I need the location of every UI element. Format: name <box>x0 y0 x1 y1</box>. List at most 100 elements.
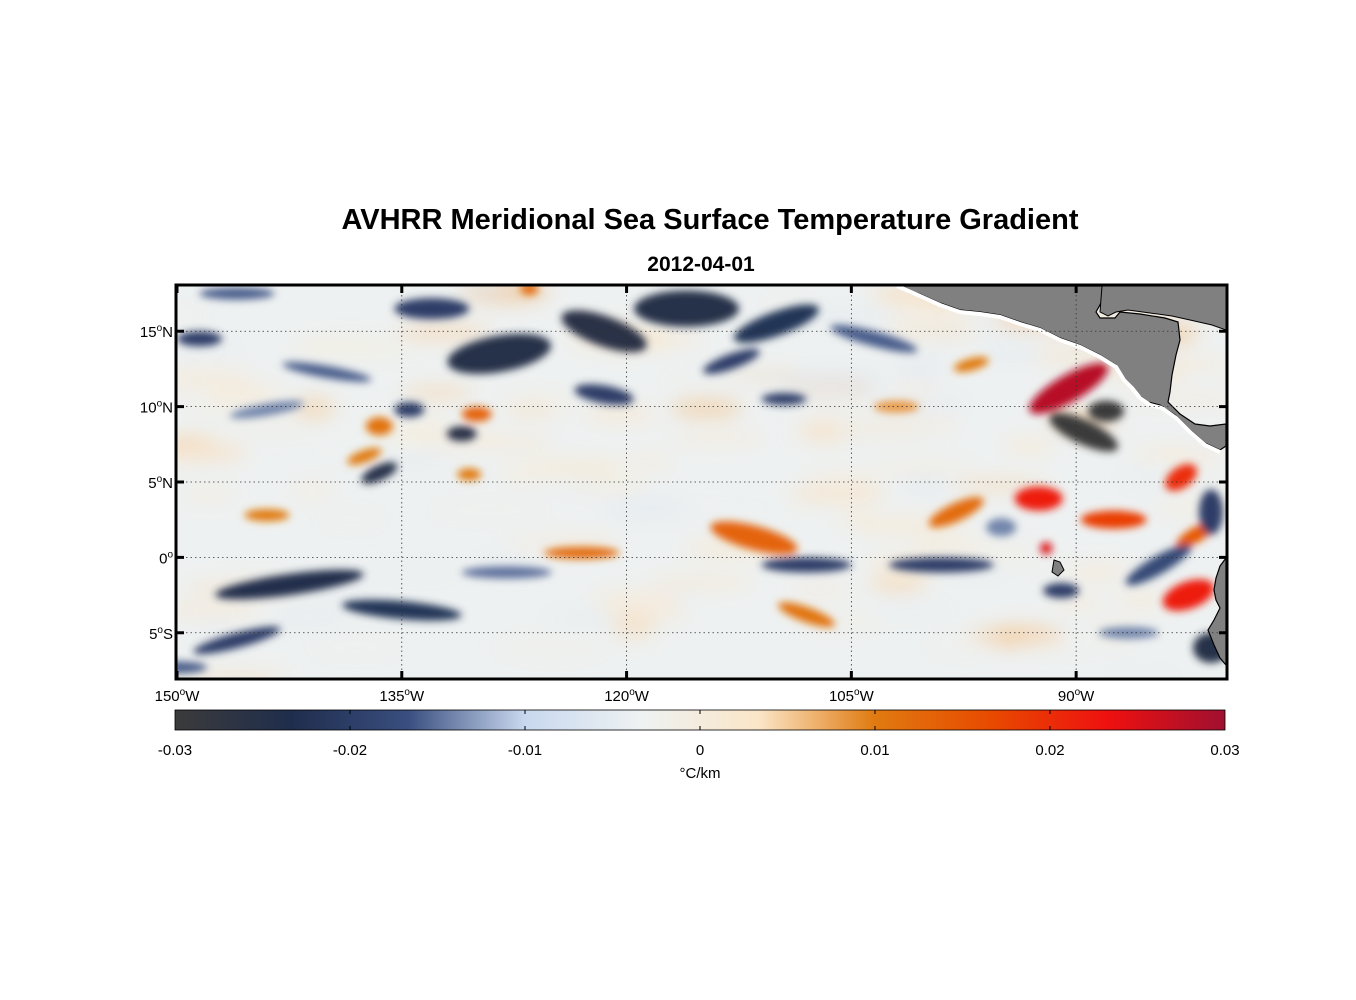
positive-gradient-patch <box>1162 579 1215 611</box>
gridlines <box>177 286 1226 678</box>
lat-tick-label: 10oN <box>140 399 173 417</box>
colorbar-tick-label: 0.03 <box>1210 742 1239 759</box>
positive-gradient-patch <box>928 497 984 528</box>
lon-tick-label: 120oW <box>604 687 650 705</box>
texture-blob <box>441 458 540 473</box>
texture-blob <box>291 481 333 500</box>
texture-blob <box>868 576 928 593</box>
colorbar-tick-label: 0.01 <box>860 742 889 759</box>
texture-blob <box>884 317 980 341</box>
texture-blob <box>670 397 743 419</box>
lon-tick-label: 90oW <box>1058 687 1095 705</box>
colorbar-tick-label: -0.03 <box>158 742 192 759</box>
texture-blob <box>269 609 348 626</box>
lon-tick-label: 105oW <box>829 687 875 705</box>
lat-tick-label: 5oS <box>149 625 173 643</box>
negative-gradient-patch <box>199 287 275 300</box>
texture-blob <box>1114 590 1166 609</box>
texture-blob <box>310 637 402 657</box>
negative-gradient-patch <box>634 290 739 327</box>
texture-blob <box>1107 672 1179 678</box>
coastal-white-halo <box>896 286 1221 454</box>
texture-blob <box>496 636 608 658</box>
texture-blob <box>1133 447 1190 462</box>
texture-blob <box>602 497 689 520</box>
texture-blob <box>835 512 880 527</box>
texture-blob <box>310 340 431 359</box>
landmass <box>896 286 1226 666</box>
texture-blob <box>208 383 283 403</box>
texture-blob <box>1051 597 1104 610</box>
texture-blob <box>926 632 1000 655</box>
positive-gradient-patch <box>365 417 393 436</box>
colorbar-tick-label: 0 <box>696 742 704 759</box>
negative-gradient-patch <box>394 402 425 418</box>
axis-ticks <box>175 285 1227 679</box>
colorbar-tick-label: -0.02 <box>333 742 367 759</box>
texture-blob <box>650 574 753 590</box>
texture-blob <box>1119 468 1177 489</box>
map-title: AVHRR Meridional Sea Surface Temperature… <box>341 204 1079 236</box>
texture-blob <box>584 405 657 423</box>
map-plot-area <box>177 286 1226 678</box>
negative-gradient-patch <box>888 557 994 573</box>
negative-gradient-patch <box>703 348 760 374</box>
positive-gradient-patch <box>461 406 492 422</box>
texture-blob <box>889 385 938 396</box>
texture-blob <box>1003 438 1054 454</box>
positive-gradient-patch <box>347 448 382 465</box>
negative-gradient-patch <box>215 569 364 600</box>
positive-gradient-patch <box>873 400 919 413</box>
negative-gradient-patch <box>574 384 634 405</box>
galapagos-islands <box>1051 559 1065 577</box>
texture-blob <box>790 583 851 597</box>
texture-blob <box>622 455 671 469</box>
positive-gradient-patch <box>1029 363 1109 414</box>
colorbar-tick-label: 0.02 <box>1035 742 1064 759</box>
texture-blob <box>894 358 945 378</box>
texture-blob <box>177 603 262 618</box>
texture-blob <box>234 423 312 436</box>
negative-gradient-patch <box>1125 544 1192 586</box>
lon-tick-label: 150oW <box>155 687 201 705</box>
axis-tick-labels: 150oW 135oW 120oW 105oW 90oW 15oN 10oN 5oN 0o 5oS <box>140 323 1095 705</box>
lat-tick-label: 5oN <box>148 474 173 492</box>
positive-gradient-patch <box>520 286 539 296</box>
positive-gradient-patch <box>544 546 620 559</box>
negative-gradient-patch <box>761 557 852 573</box>
positive-gradient-patch <box>1040 542 1053 555</box>
texture-blob <box>463 433 555 453</box>
texture-blob <box>779 369 886 395</box>
positive-gradient-patch <box>244 509 290 522</box>
south-america-land <box>1207 557 1226 666</box>
map-date-subtitle: 2012-04-01 <box>647 253 755 276</box>
colorbar-ticks: -0.03 -0.02 -0.01 0 0.01 0.02 0.03 <box>158 710 1240 759</box>
negative-gradient-patch <box>394 298 470 320</box>
positive-gradient-patch <box>710 521 798 555</box>
positive-gradient-patch <box>1014 486 1063 511</box>
texture-blob <box>613 614 655 640</box>
texture-blob <box>541 458 623 476</box>
texture-blob <box>316 510 386 528</box>
negative-gradient-patch <box>1043 583 1080 599</box>
negative-gradient-patch <box>361 462 398 484</box>
sst-gradient-features <box>177 286 1226 674</box>
texture-blob <box>177 439 247 464</box>
texture-blob <box>457 286 506 296</box>
negative-gradient-patch <box>561 310 647 353</box>
negative-gradient-patch <box>282 362 372 382</box>
texture-blob <box>868 458 979 478</box>
texture-blob <box>502 536 595 549</box>
texture-blob <box>592 588 679 611</box>
texture-blob <box>1013 636 1104 654</box>
positive-gradient-patch <box>1165 464 1197 491</box>
negative-gradient-patch <box>1088 400 1125 422</box>
texture-blob <box>788 485 887 504</box>
colorbar-unit-label: °C/km <box>680 765 721 782</box>
negative-gradient-patch <box>761 393 807 406</box>
texture-blob <box>828 417 944 444</box>
texture-blob <box>401 385 474 400</box>
texture-blob <box>805 470 881 491</box>
texture-blob <box>191 619 241 631</box>
